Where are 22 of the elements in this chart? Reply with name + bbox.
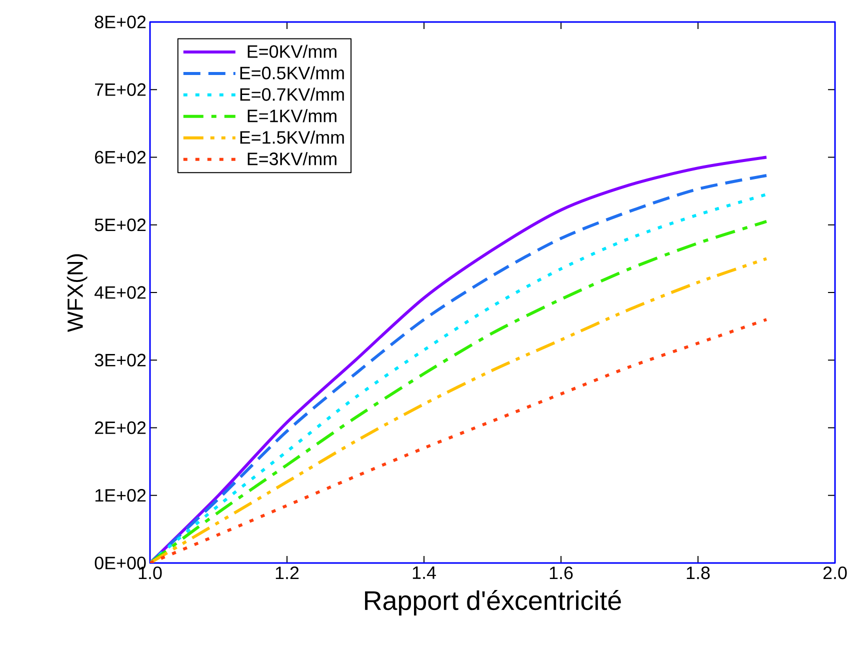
- y-tick-label: 4E+02: [94, 286, 146, 299]
- y-tick-label: 5E+02: [94, 218, 146, 232]
- legend-label: E=0.5KV/mm: [240, 66, 344, 80]
- y-tick-label: 6E+02: [95, 150, 146, 164]
- x-axis-title: Rapport d'éxcentricité: [365, 590, 621, 616]
- y-tick-label: 8E+02: [94, 16, 146, 28]
- x-tick-label: 2.0: [823, 566, 847, 580]
- legend-label: E=0.7KV/mm: [240, 88, 344, 101]
- line-series: [150, 318, 768, 563]
- legend-label: E=0KV/mm: [248, 44, 336, 58]
- legend-label: E=1.5KV/mm: [240, 130, 344, 144]
- legend-label: E=1KV/mm: [248, 109, 336, 122]
- x-tick-label: 1.6: [550, 566, 573, 580]
- y-tick-label: 1E+02: [95, 489, 146, 502]
- x-tick-label: 1.2: [276, 566, 299, 580]
- legend-label: E=3KV/mm: [248, 152, 336, 166]
- y-tick-label: 7E+02: [95, 83, 146, 96]
- x-tick-label: 1.8: [686, 566, 710, 580]
- x-tick-label: 1.4: [412, 566, 436, 579]
- y-tick-label: 3E+02: [94, 354, 146, 366]
- y-axis-title: WFX(N): [66, 254, 88, 332]
- y-tick-label: 2E+02: [95, 421, 146, 434]
